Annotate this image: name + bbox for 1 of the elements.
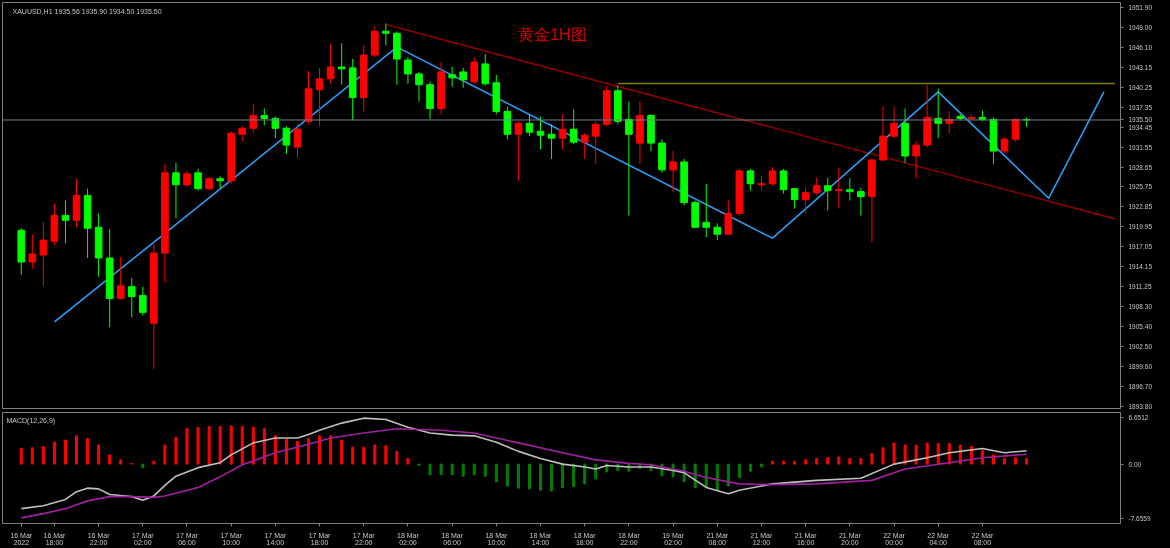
- text: 黄金1H图: [518, 25, 587, 43]
